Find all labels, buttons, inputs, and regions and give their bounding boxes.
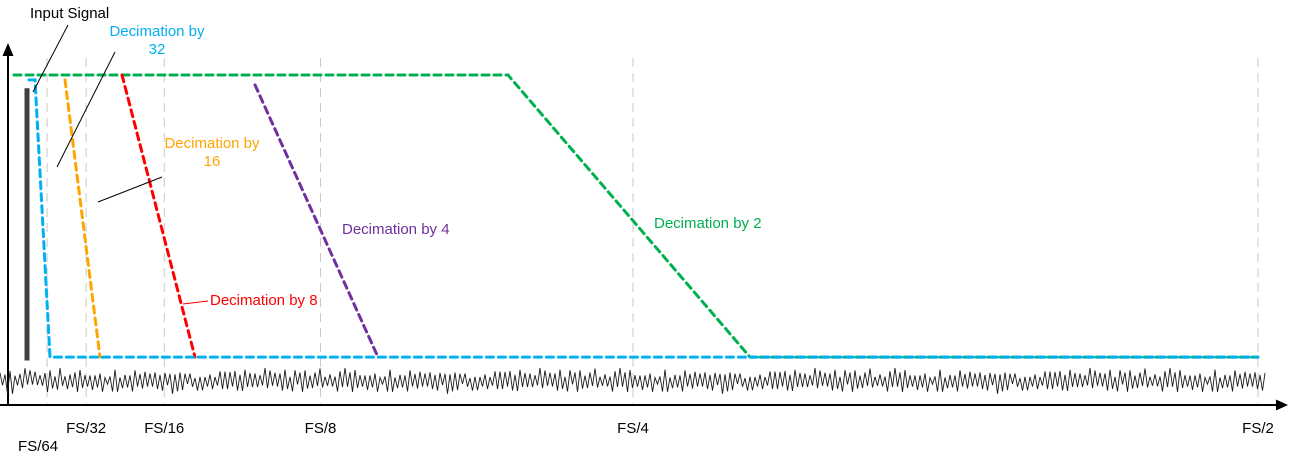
- x-tick-fs-16: FS/16: [144, 420, 185, 437]
- series-decimation-by-2: [12, 73, 1260, 359]
- series-decimation-by-4: [253, 83, 380, 359]
- x-tick-fs-2: FS/2: [1242, 420, 1274, 437]
- leader-line-decimation-by-8: [182, 300, 209, 305]
- leader-line-input-signal: [32, 24, 69, 93]
- y-axis-arrow: [2, 43, 14, 56]
- series-decimation-by-8: [120, 73, 197, 359]
- x-tick-fs-32: FS/32: [66, 420, 107, 437]
- noise-floor: [0, 367, 1266, 394]
- x-tick-fs-8: FS/8: [304, 420, 337, 437]
- leader-line-decimation-by16: [97, 176, 163, 203]
- series-decimation-by-16: [63, 78, 102, 359]
- x-tick-fs-64: FS/64: [18, 438, 59, 455]
- x-axis-arrow: [1276, 399, 1288, 411]
- x-tick-fs-4: FS/4: [617, 420, 649, 437]
- leader-line-decimation-by32: [56, 51, 116, 168]
- series-decimation-by-32: [27, 78, 1260, 359]
